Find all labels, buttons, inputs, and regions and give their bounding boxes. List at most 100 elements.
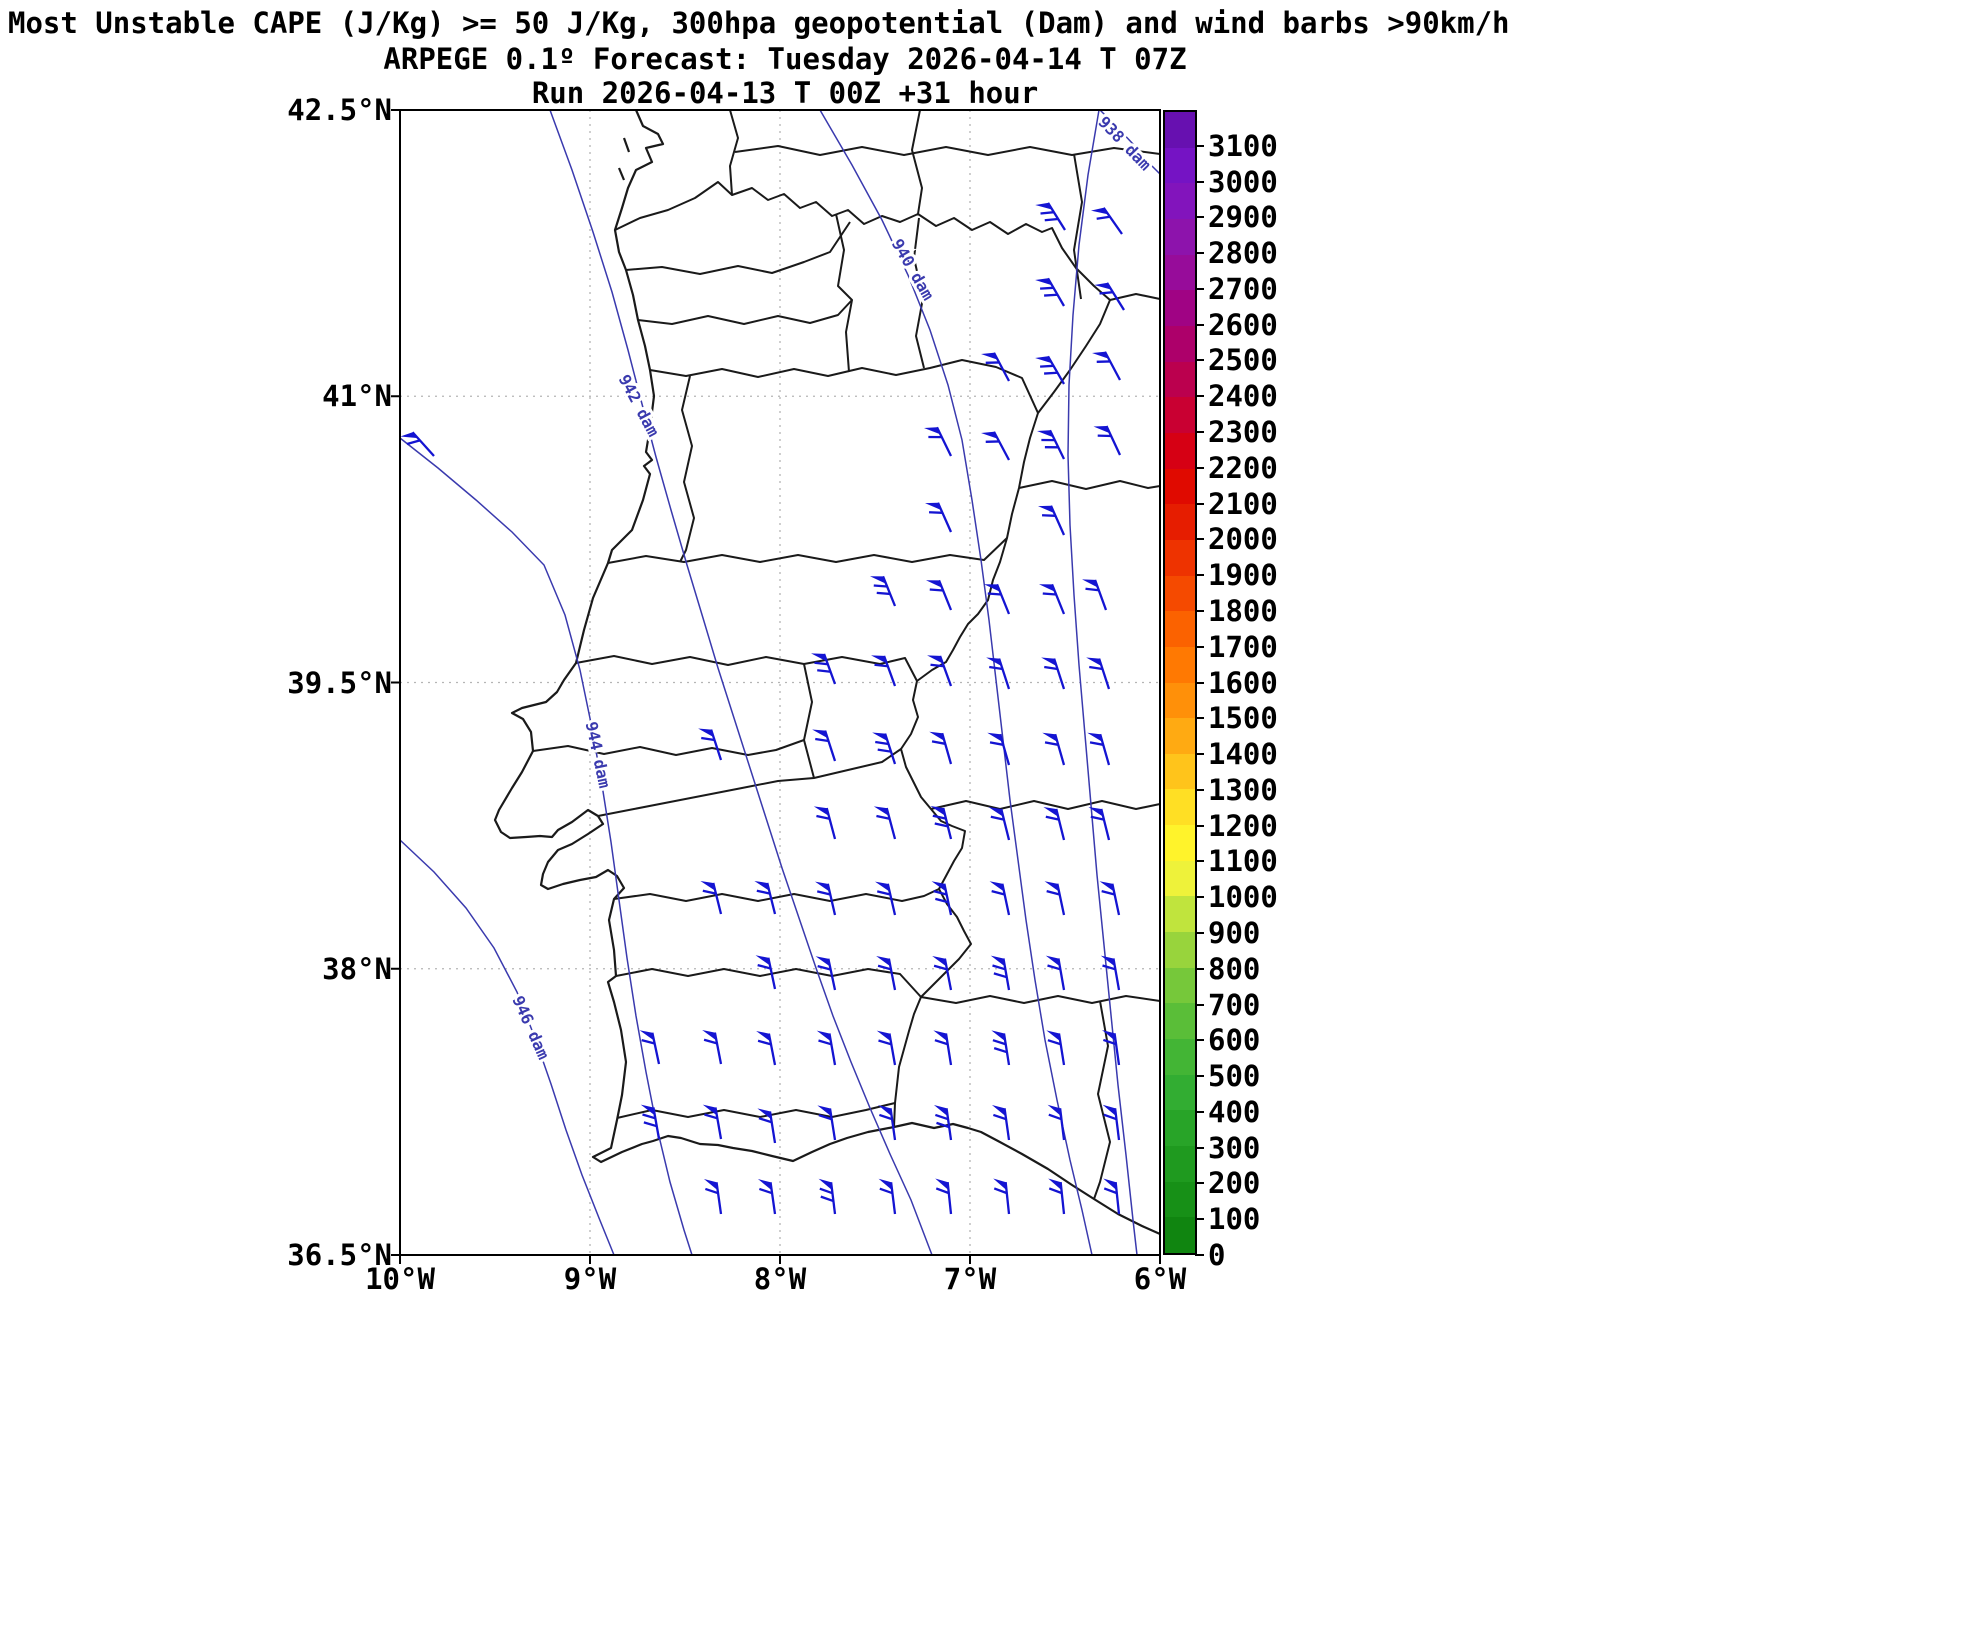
wind-barb (816, 1030, 837, 1066)
wind-barb (988, 807, 1011, 841)
colorbar-segment (1165, 468, 1195, 505)
colorbar-label: 600 (1208, 1023, 1261, 1058)
wind-barb (1082, 579, 1108, 611)
wind-barb (813, 806, 837, 840)
colorbar-tick (1195, 180, 1204, 183)
map-plot-area: 938 dam 940 dam 942 dam 944 dam 946 dam (391, 109, 1161, 1264)
colorbar-tick (1195, 216, 1204, 219)
colorbar-tick (1195, 144, 1204, 147)
wind-barb (755, 955, 777, 990)
wind-barb (872, 732, 897, 765)
wind-barb (871, 655, 897, 687)
wind-barb (876, 955, 897, 991)
wind-barb (702, 1104, 723, 1140)
colorbar-label: 700 (1208, 987, 1261, 1022)
colorbar-tick (1195, 574, 1204, 577)
wind-barb (935, 1178, 953, 1215)
wind-barb (818, 1178, 837, 1215)
colorbar-tick (1195, 931, 1204, 934)
boundary-path (913, 217, 925, 369)
boundary-path (930, 800, 1161, 810)
wind-barb (933, 1030, 953, 1066)
wind-barb (1047, 1104, 1066, 1141)
wind-barb (991, 1030, 1011, 1066)
x-axis-label: 9°W (563, 1262, 617, 1296)
wind-barb (981, 431, 1011, 461)
wind-barb (990, 955, 1011, 991)
colorbar-tick (1195, 896, 1204, 899)
y-axis-label: 36.5°N (287, 1238, 392, 1272)
map-svg: 938 dam 940 dam 942 dam 944 dam 946 dam (391, 109, 1161, 1264)
contour-path (819, 109, 1093, 1256)
wind-barb (639, 1030, 661, 1065)
wind-barb (1100, 955, 1121, 991)
wind-barb (757, 1179, 777, 1215)
colorbar-label: 1900 (1208, 558, 1278, 593)
colorbar-tick (1195, 431, 1204, 434)
boundary-path (532, 739, 805, 756)
colorbar-tick (1195, 1146, 1204, 1149)
wind-barb (1043, 807, 1066, 841)
colorbar-tick (1195, 717, 1204, 720)
colorbar-segment (1165, 112, 1195, 148)
wind-barb (1087, 732, 1111, 766)
wind-barb (1045, 955, 1066, 991)
coastline-path (617, 167, 626, 181)
wind-barb (703, 1179, 723, 1215)
colorbar-label: 2900 (1208, 200, 1278, 235)
boundary-path (615, 968, 922, 998)
colorbar-tick (1195, 681, 1204, 684)
colorbar-label: 1600 (1208, 665, 1278, 700)
colorbar-tick (1195, 788, 1204, 791)
colorbar-tick (1195, 1218, 1204, 1221)
colorbar-tick (1195, 287, 1204, 290)
wind-barb (1099, 881, 1121, 916)
contour-path (549, 109, 933, 1256)
colorbar-segment (1165, 753, 1195, 790)
admin-boundaries (532, 109, 1161, 1200)
colorbar-segment (1165, 539, 1195, 576)
wind-barb (993, 1178, 1011, 1215)
wind-barb (1086, 657, 1111, 690)
colorbar-label: 200 (1208, 1166, 1261, 1201)
colorbar-label: 2500 (1208, 343, 1278, 378)
colorbar-segment (1165, 432, 1195, 469)
colorbar-tick (1195, 395, 1204, 398)
wind-barb (1094, 282, 1125, 311)
boundary-path (637, 299, 853, 325)
y-axis-label: 38°N (322, 951, 392, 986)
y-axis-label: 41°N (322, 379, 392, 414)
colorbar-tick (1195, 538, 1204, 541)
colorbar-label: 2700 (1208, 271, 1278, 306)
wind-barb (1035, 355, 1065, 385)
colorbar-segment (1165, 896, 1195, 933)
colorbar-label: 300 (1208, 1130, 1261, 1165)
colorbar-tick (1195, 359, 1204, 362)
boundary-path (1018, 480, 1161, 490)
wind-barb (1090, 207, 1123, 235)
colorbar-label: 1700 (1208, 629, 1278, 664)
contour-path (399, 839, 615, 1256)
boundary-path (607, 537, 1008, 564)
wind-barb (870, 575, 897, 607)
colorbar-label: 1500 (1208, 701, 1278, 736)
contour-path (1099, 109, 1161, 175)
colorbar-tick (1195, 1182, 1204, 1185)
gridlines (400, 110, 1160, 1255)
colorbar-segment (1165, 718, 1195, 754)
wind-barb (878, 1178, 897, 1215)
colorbar-tick (1195, 1075, 1204, 1078)
colorbar-tick (1195, 252, 1204, 255)
colorbar-tick (1195, 502, 1204, 505)
colorbar-label: 2600 (1208, 307, 1278, 342)
y-axis-label: 42.5°N (287, 93, 392, 127)
colorbar-label: 2300 (1208, 415, 1278, 450)
colorbar-label: 2400 (1208, 379, 1278, 414)
colorbar-segment (1165, 1074, 1195, 1111)
colorbar-segment (1165, 325, 1195, 362)
colorbar-segment (1165, 397, 1195, 433)
colorbar-segment (1165, 504, 1195, 540)
wind-barb (754, 881, 777, 915)
contour-path (1067, 109, 1138, 1256)
